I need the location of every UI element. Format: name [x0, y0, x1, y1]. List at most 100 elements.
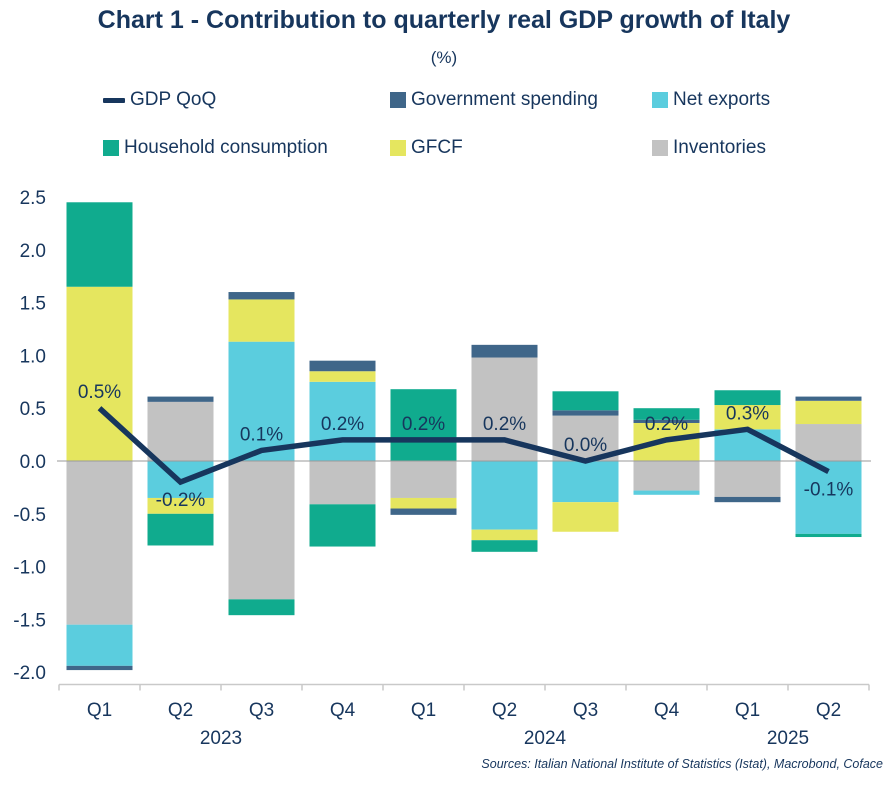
bar-segment-gov — [795, 396, 862, 401]
legend-label: GDP QoQ — [130, 89, 217, 110]
bar-segment-gov — [66, 665, 133, 671]
legend-label: GFCF — [411, 137, 463, 158]
x-tick-label: Q2 — [492, 700, 517, 721]
legend-label: Inventories — [673, 137, 766, 158]
year-label: 2025 — [767, 728, 809, 749]
legend-item-gfcf: GFCF — [390, 137, 463, 158]
bar-segment-gfcf — [714, 405, 781, 430]
legend-item-gov: Government spending — [390, 89, 598, 110]
year-label: 2024 — [524, 728, 567, 749]
x-tick-label: Q2 — [816, 700, 841, 721]
y-tick-label: 0.5 — [20, 399, 46, 420]
bar-segment-inv — [147, 401, 214, 461]
bar-segment-nx — [309, 381, 376, 461]
point-label: 0.5% — [78, 382, 121, 403]
bar-segment-nx — [633, 490, 700, 495]
point-label: 0.0% — [564, 435, 607, 456]
bar-segment-hh — [309, 504, 376, 547]
x-tick-label: Q2 — [168, 700, 193, 721]
x-tick-label: Q1 — [735, 700, 760, 721]
point-label: 0.2% — [645, 414, 688, 435]
year-label: 2023 — [200, 728, 242, 749]
bar-segment-gov — [390, 508, 457, 515]
point-label: -0.2% — [156, 490, 206, 511]
bar-segment-hh — [228, 599, 295, 616]
bar-segment-gov — [471, 344, 538, 358]
x-tick-label: Q4 — [654, 700, 680, 721]
bar-segment-gfcf — [66, 286, 133, 461]
chart-title: Chart 1 - Contribution to quarterly real… — [97, 6, 791, 34]
bars-layer — [66, 202, 862, 671]
legend-item-nx: Net exports — [652, 89, 771, 110]
legend-gov-swatch — [390, 92, 406, 108]
bar-segment-nx — [66, 624, 133, 666]
bar-segment-nx — [228, 341, 295, 461]
bar-segment-inv — [228, 461, 295, 600]
x-tick-label: Q3 — [249, 700, 274, 721]
x-tick-label: Q4 — [330, 700, 356, 721]
bar-segment-gov — [309, 360, 376, 372]
x-tick-label: Q1 — [411, 700, 436, 721]
point-label: -0.1% — [804, 480, 854, 501]
bar-segment-hh — [147, 513, 214, 546]
bar-segment-gfcf — [228, 299, 295, 342]
bar-segment-hh — [552, 391, 619, 411]
x-axis: Q1 Q2 Q3 Q4 Q1 Q2 Q3 Q4 Q1 Q2 2023 2024 2025 — [58, 683, 870, 749]
legend-nx-swatch — [652, 92, 668, 108]
legend-hh-swatch — [103, 140, 119, 156]
legend-item-gdp: GDP QoQ — [103, 89, 217, 110]
gdp-qoq-line — [97, 406, 830, 486]
y-tick-label: 2.5 — [20, 188, 46, 209]
bar-segment-gfcf — [147, 497, 214, 514]
y-tick-label: 1.5 — [20, 294, 46, 315]
bar-segment-gov — [147, 396, 214, 402]
y-axis-labels: 2.5 2.0 1.5 1.0 0.5 0.0 -0.5 -1.0 -1.5 -2.0 — [13, 188, 46, 684]
bar-segment-hh — [471, 540, 538, 552]
y-tick-label: -2.0 — [13, 663, 46, 684]
y-tick-label: 0.0 — [20, 452, 46, 473]
bar-segment-inv — [309, 461, 376, 505]
y-tick-label: -0.5 — [13, 505, 46, 526]
x-tick-label: Q1 — [87, 700, 112, 721]
bar-segment-inv — [714, 461, 781, 497]
legend-item-hh: Household consumption — [103, 137, 328, 158]
legend-gfcf-swatch — [390, 140, 406, 156]
bar-segment-gov — [552, 410, 619, 416]
bar-segment-nx — [471, 461, 538, 530]
bar-segment-hh — [714, 390, 781, 406]
bar-segment-inv — [66, 461, 133, 625]
legend-label: Household consumption — [124, 137, 328, 158]
bar-segment-inv — [633, 461, 700, 491]
bar-segment-gov — [714, 496, 781, 503]
point-labels: 0.5% -0.2% 0.1% 0.2% 0.2% 0.2% 0.0% 0.2% 0.3% -0.… — [78, 382, 854, 511]
legend-inv-swatch — [652, 140, 668, 156]
legend-item-inv: Inventories — [652, 137, 766, 158]
bar-segment-hh — [390, 389, 457, 461]
bar-segment-hh — [66, 202, 133, 287]
bar-segment-gfcf — [552, 502, 619, 532]
point-label: 0.1% — [240, 424, 283, 445]
bar-segment-gfcf — [471, 529, 538, 541]
y-tick-label: -1.0 — [13, 558, 46, 579]
bar-segment-inv — [795, 424, 862, 461]
bar-segment-gov — [228, 292, 295, 300]
bar-segment-inv — [390, 461, 457, 498]
bar-segment-hh — [633, 408, 700, 420]
bar-segment-gfcf — [309, 371, 376, 382]
bar-segment-gfcf — [390, 497, 457, 509]
point-label: 0.2% — [402, 414, 445, 435]
bar-segment-gfcf — [795, 400, 862, 425]
bar-segment-nx — [795, 461, 862, 534]
y-tick-label: -1.5 — [13, 610, 46, 631]
legend-label: Net exports — [673, 89, 771, 110]
bar-segment-hh — [795, 533, 862, 538]
point-label: 0.3% — [726, 403, 769, 424]
legend-gdp-line-marker — [103, 97, 125, 103]
source-note: Sources: Italian National Institute of S… — [481, 757, 883, 771]
legend-label: Government spending — [411, 89, 598, 110]
x-tick-label: Q3 — [573, 700, 598, 721]
chart-subtitle: (%) — [430, 48, 458, 67]
y-tick-label: 2.0 — [20, 241, 46, 262]
